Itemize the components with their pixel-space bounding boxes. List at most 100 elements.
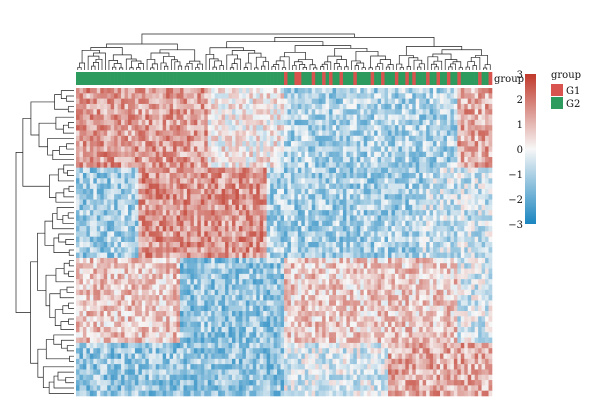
heatmap-cell [297,194,302,200]
heatmap-cell [460,103,465,110]
heatmap-cell [488,135,493,142]
heatmap-cell [235,199,240,206]
heatmap-cell [401,215,406,222]
heatmap-cell [467,141,472,147]
heatmap-cell [488,141,493,147]
heatmap-cell [394,172,399,179]
heatmap-cell [336,88,340,94]
heatmap-cell [408,242,413,248]
heatmap-cell [242,88,247,94]
heatmap-cell [270,157,274,163]
heatmap-cell [311,125,316,131]
dendrogram-branch [261,65,266,70]
heatmap-cell [297,162,302,168]
heatmap-cell [148,268,153,275]
heatmap-cell [100,226,105,232]
heatmap-cell [259,236,264,243]
heatmap-cell [391,135,396,142]
heatmap-cell [141,188,146,195]
heatmap-cell [79,141,84,147]
heatmap-cell [173,289,177,296]
heatmap-cell [422,210,427,216]
heatmap-cell [117,231,122,237]
heatmap-cell [270,236,274,243]
heatmap-cell [315,220,319,227]
heatmap-cell [193,114,198,121]
heatmap-cell [388,226,392,232]
heatmap-cell [485,247,489,253]
heatmap-cell [443,194,448,200]
heatmap-cell [436,210,441,216]
heatmap-cell [325,157,330,163]
heatmap-cell [336,268,340,275]
heatmap-cell [148,252,153,259]
heatmap-cell [301,257,306,264]
heatmap-cell [89,210,94,216]
heatmap-cell [200,289,205,296]
heatmap-cell [308,119,313,126]
heatmap-cell [471,151,475,158]
heatmap-cell [96,231,101,237]
heatmap-cell [107,98,111,105]
dendrogram-branch [48,381,74,394]
heatmap-cell [336,119,340,126]
heatmap-cell [96,125,101,131]
heatmap-cell [460,125,465,131]
heatmap-cell [211,236,215,243]
heatmap-cell [301,125,306,131]
heatmap-cell [474,210,479,216]
heatmap-cell [204,247,209,253]
dendrogram-branch [321,63,328,70]
heatmap-cell [200,157,205,163]
heatmap-cell [429,215,434,222]
heatmap-cell [415,215,420,222]
heatmap-cell [325,199,330,206]
heatmap-cell [166,231,170,237]
heatmap-cell [152,162,157,168]
heatmap-cell [86,236,91,243]
heatmap-cell [100,194,105,200]
heatmap-cell [277,215,281,222]
heatmap-cell [204,204,209,211]
heatmap-cell [221,236,226,243]
heatmap-cell [297,252,302,259]
heatmap-cell [214,119,219,126]
heatmap-cell [110,103,115,110]
group-annotation-cell [197,72,202,85]
heatmap-cell [159,242,163,248]
heatmap-cell [107,130,111,137]
heatmap-cell [225,151,229,158]
heatmap-cell [79,284,84,291]
heatmap-cell [252,167,257,174]
heatmap-cell [141,103,146,110]
heatmap-cell [304,284,309,291]
heatmap-cell [336,284,340,291]
group-annotation-cell [273,72,278,85]
heatmap-cell [273,242,278,248]
heatmap-cell [134,263,139,269]
heatmap-cell [453,199,458,206]
heatmap-cell [290,167,295,174]
heatmap-cell [363,114,368,121]
heatmap-cell [488,199,493,206]
heatmap-cell [464,199,469,206]
group-annotation-bar [76,72,493,85]
heatmap-cell [124,220,129,227]
heatmap-cell [159,125,163,131]
heatmap-cell [225,157,229,163]
heatmap-cell [450,204,455,211]
heatmap-cell [429,268,434,275]
heatmap-cell [363,199,368,206]
heatmap-cell [256,151,261,158]
heatmap-cell [183,194,188,200]
heatmap-cell [259,204,264,211]
heatmap-cell [211,273,215,280]
heatmap-cell [169,215,174,222]
heatmap-cell [207,93,212,99]
heatmap-cell [186,146,191,153]
heatmap-cell [322,268,326,275]
dendrogram-branch [77,67,82,70]
heatmap-cell [82,109,87,115]
heatmap-cell [481,135,486,142]
heatmap-cell [86,141,91,147]
